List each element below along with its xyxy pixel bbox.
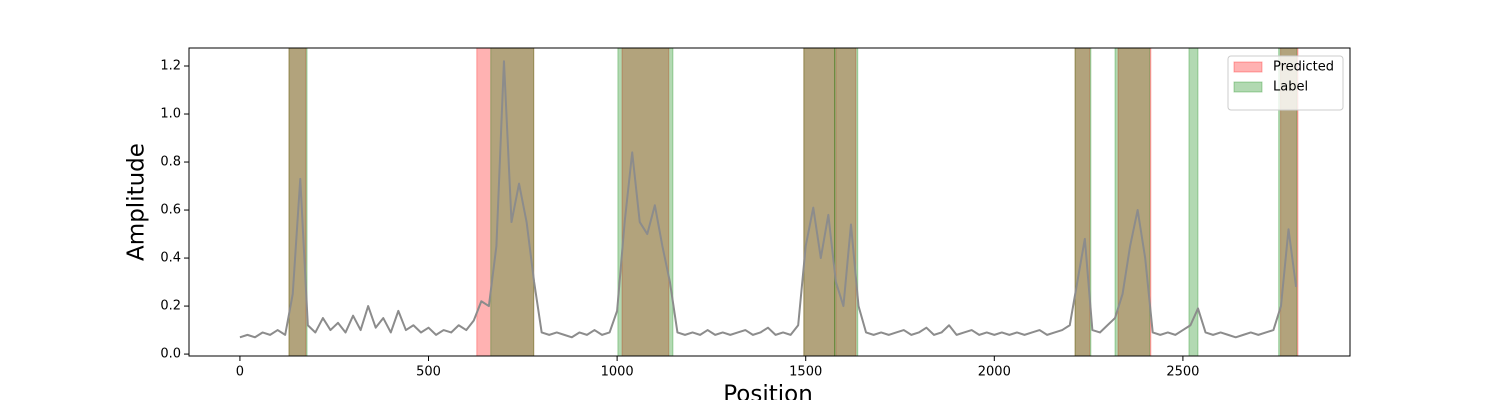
plot-frame	[188, 47, 1351, 357]
y-tick-label: 0.2	[160, 299, 181, 314]
y-tick-label: 1.2	[160, 59, 181, 74]
legend-label: Predicted	[1273, 60, 1334, 75]
legend-box	[1227, 55, 1344, 111]
span	[803, 48, 836, 356]
data-line	[239, 60, 1298, 339]
span	[1188, 48, 1199, 356]
span	[1117, 48, 1152, 356]
y-tick-label: 0.0	[160, 347, 181, 362]
legend-swatch	[1233, 81, 1263, 93]
y-tick-label: 0.4	[160, 251, 181, 266]
span	[1074, 48, 1092, 356]
span	[835, 48, 857, 356]
span	[803, 48, 836, 356]
legend-label: Label	[1273, 80, 1308, 95]
x-axis-label: Position	[723, 382, 813, 400]
x-tick-label: 1500	[789, 365, 822, 380]
x-tick-label: 0	[236, 365, 244, 380]
axes: 0 500 1000 1500 2000 2500 0.0 0.2 0.4 0.6 0.8 1.0 1.…	[160, 47, 1351, 380]
span	[1114, 48, 1151, 356]
x-tick-label: 2500	[1166, 365, 1199, 380]
y-tick-label: 1.0	[160, 107, 181, 122]
span	[834, 48, 859, 356]
y-axis-label: Amplitude	[124, 143, 150, 261]
y-tick-label: 0.6	[160, 203, 181, 218]
span	[490, 48, 535, 356]
span	[621, 48, 670, 356]
span	[1280, 48, 1299, 356]
x-tick-label: 2000	[978, 365, 1011, 380]
span-layer	[288, 48, 1299, 356]
x-tick-label: 1000	[601, 365, 634, 380]
line-layer	[239, 60, 1298, 339]
y-tick-label: 0.8	[160, 155, 181, 170]
x-tick-label: 500	[416, 365, 441, 380]
legend-swatch	[1233, 61, 1263, 73]
